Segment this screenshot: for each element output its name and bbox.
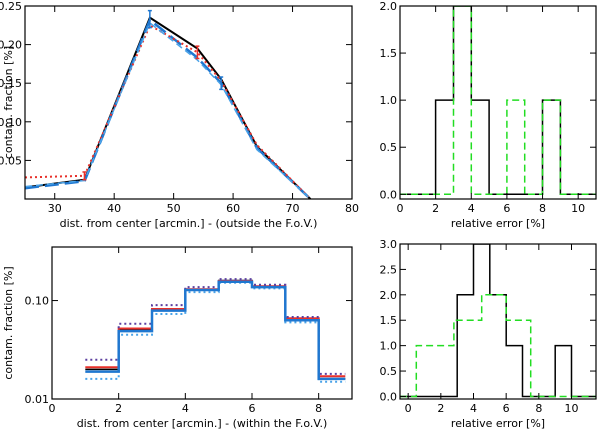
x-tick-label: 8 bbox=[535, 402, 542, 415]
x-axis-label: dist. from center [arcmin.] - (within th… bbox=[77, 417, 328, 430]
series-group bbox=[85, 278, 346, 383]
y-tick-label: 3.0 bbox=[380, 238, 398, 251]
y-tick-label: 0.15 bbox=[0, 77, 22, 90]
x-tick-label: 0 bbox=[405, 402, 412, 415]
x-tick-label: 60 bbox=[226, 202, 240, 215]
x-tick-label: 10 bbox=[571, 202, 585, 215]
x-tick-label: 30 bbox=[48, 202, 62, 215]
y-tick-label: 0.20 bbox=[0, 39, 22, 52]
x-axis-label: relative error [%] bbox=[451, 217, 545, 230]
series-group bbox=[25, 9, 312, 199]
plot-frame bbox=[24, 5, 353, 200]
y-tick-label: 0.01 bbox=[25, 393, 50, 406]
y-tick-label: 0.10 bbox=[0, 116, 22, 129]
x-tick-label: 40 bbox=[107, 202, 121, 215]
x-tick-label: 2 bbox=[432, 202, 439, 215]
x-tick-label: 80 bbox=[345, 202, 359, 215]
y-tick-label: 2.0 bbox=[380, 289, 398, 302]
chart-panel-bottom-left: 0 2 4 6 8 0.01 0.10 dist. from center [arcmin.]… bbox=[2, 246, 353, 430]
y-tick-label: 1.0 bbox=[380, 94, 398, 107]
y-axis-label: contam. fraction [%] bbox=[2, 266, 15, 379]
x-tick-label: 4 bbox=[470, 402, 477, 415]
y-tick-label: 1.0 bbox=[380, 340, 398, 353]
plot-frame bbox=[399, 5, 597, 200]
y-tick-label: 0.25 bbox=[0, 0, 22, 13]
x-tick-label: 6 bbox=[503, 402, 510, 415]
y-tick-label: 0.0 bbox=[380, 390, 398, 403]
y-tick-label: 1.5 bbox=[380, 47, 398, 60]
y-tick-label: 0.05 bbox=[0, 154, 22, 167]
y-tick-label: 0.10 bbox=[25, 295, 50, 308]
series-group bbox=[400, 6, 596, 196]
y-tick-label: 2.5 bbox=[380, 263, 398, 276]
x-tick-label: 10 bbox=[565, 402, 579, 415]
x-tick-label: 0 bbox=[49, 402, 56, 415]
plot-frame bbox=[51, 246, 353, 400]
y-tick-label: 0.5 bbox=[380, 365, 398, 378]
x-tick-label: 0 bbox=[397, 202, 404, 215]
series-line-green-dashed bbox=[400, 6, 596, 196]
series-line-blue-long-dash bbox=[25, 17, 312, 199]
chart-panel-top-right: 0 2 4 6 8 10 0.0 0.5 1.0 1.5 2.0 relative error [%] bbox=[380, 0, 597, 230]
x-tick-label: 6 bbox=[503, 202, 510, 215]
plot-frame bbox=[399, 243, 597, 400]
x-tick-label: 8 bbox=[539, 202, 546, 215]
series-line-blue-short-dash bbox=[25, 21, 311, 199]
x-axis-label: relative error [%] bbox=[451, 417, 545, 430]
y-tick-label: 0.5 bbox=[380, 141, 398, 154]
x-tick-label: 8 bbox=[315, 402, 322, 415]
series-line-green-dashed bbox=[400, 294, 596, 398]
series-line-blue-solid bbox=[85, 280, 346, 381]
x-tick-label: 6 bbox=[249, 402, 256, 415]
y-tick-label: 2.0 bbox=[380, 0, 398, 13]
x-tick-label: 4 bbox=[468, 202, 475, 215]
chart-panel-bottom-right: 0 2 4 6 8 10 0.0 0.5 1.0 1.5 2.0 2.5 3.0 relative err… bbox=[380, 238, 597, 430]
x-tick-label: 4 bbox=[182, 402, 189, 415]
x-tick-label: 50 bbox=[167, 202, 181, 215]
x-tick-label: 2 bbox=[437, 402, 444, 415]
x-tick-label: 2 bbox=[115, 402, 122, 415]
y-tick-label: 0.0 bbox=[380, 188, 398, 201]
y-tick-label: 1.5 bbox=[380, 314, 398, 327]
series-group bbox=[400, 244, 596, 398]
chart-panel-top-left: 30 40 50 60 70 80 0.05 0.10 0.15 0.20 0.25 dist. fr… bbox=[0, 0, 359, 230]
y-axis-label: contam. fraction [%] bbox=[2, 46, 15, 159]
x-tick-label: 70 bbox=[286, 202, 300, 215]
x-axis-label: dist. from center [arcmin.] - (outside t… bbox=[60, 217, 318, 230]
